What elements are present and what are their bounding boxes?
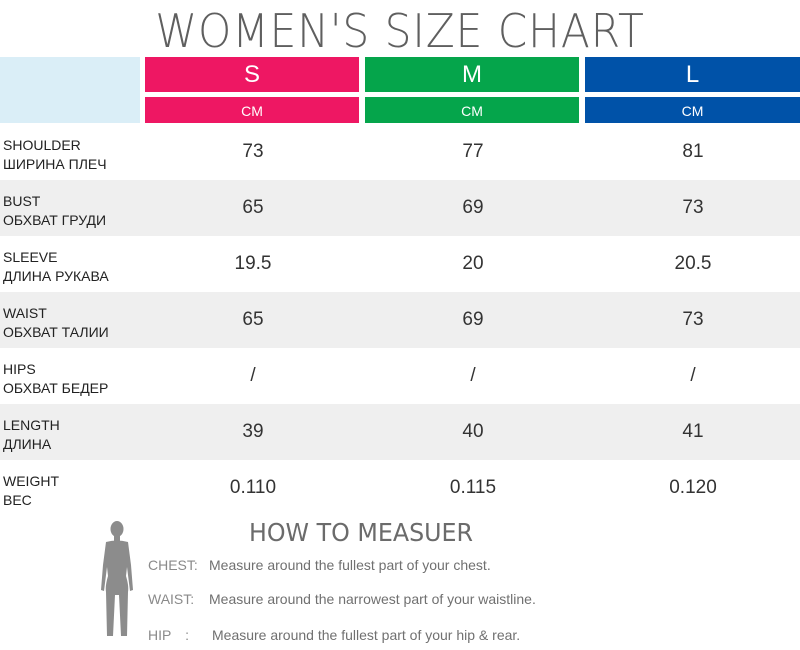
measure-description: Measure around the narrowest part of you… [209,591,536,607]
size-header-m: M [365,57,579,92]
table-cell-l: 73 [682,197,704,218]
measure-instruction-chest: CHEST: Measure around the fullest part of… [148,557,491,573]
size-label: S [243,61,260,88]
row-label-ru: ВЕС [3,492,32,508]
measure-instruction-waist: WAIST: Measure around the narrowest part … [148,591,536,607]
table-cell-l: 73 [682,309,704,330]
row-label-ru: ДЛИНА РУКАВА [3,268,109,284]
table-row: WEIGHT ВЕС 0.110 0.115 0.120 [0,460,800,516]
table-cell-s: 19.5 [234,253,272,274]
row-label-en: LENGTH [3,417,60,433]
table-cell-s: 65 [242,197,264,218]
unit-label: CM [241,103,263,119]
table-cell-s: 39 [242,421,264,442]
unit-header-m: CM [365,97,579,123]
measure-description: Measure around the fullest part of your … [212,627,521,643]
row-label-en: BUST [3,193,41,209]
row-label: HIPS ОБХВАТ БЕДЕР [3,360,108,398]
row-label-ru: ОБХВАТ ГРУДИ [3,212,107,228]
measure-key: HIP : [148,627,189,643]
unit-label: CM [461,103,483,119]
row-label-en: SLEEVE [3,249,58,265]
row-label-en: WEIGHT [3,473,59,489]
table-cell-s: 0.110 [229,477,277,498]
row-label-en: WAIST [3,305,47,321]
measure-key: WAIST: [148,591,195,607]
table-row: LENGTH ДЛИНА 39 40 41 [0,404,800,460]
row-label: BUST ОБХВАТ ГРУДИ [3,192,106,230]
table-cell-l: / [690,365,696,386]
how-to-measure-title: HOW TO MEASUER [249,518,474,547]
row-label-ru: ОБХВАТ ТАЛИИ [3,324,109,340]
table-row: BUST ОБХВАТ ГРУДИ 65 69 73 [0,180,800,236]
chart-title: WOMEN'S SIZE CHART [155,4,645,58]
size-label: L [685,61,700,88]
row-label: WEIGHT ВЕС [3,472,59,510]
row-label-en: SHOULDER [3,137,81,153]
size-label: M [462,61,482,88]
table-cell-s: 73 [242,141,264,162]
table-cell-l: 0.120 [669,477,717,498]
row-label-ru: ШИРИНА ПЛЕЧ [3,156,107,172]
table-cell-l: 20.5 [674,253,712,274]
unit-header-s: CM [145,97,359,123]
table-cell-l: 41 [682,421,704,442]
table-cell-s: 65 [242,309,264,330]
table-row: SLEEVE ДЛИНА РУКАВА 19.5 20 20.5 [0,236,800,292]
row-label: LENGTH ДЛИНА [3,416,60,454]
row-label-en: HIPS [3,361,36,377]
table-cell-l: 81 [682,141,704,162]
female-body-silhouette-icon [96,520,138,638]
unit-label: CM [681,103,704,119]
unit-header-l: CM [585,97,800,123]
table-row: WAIST ОБХВАТ ТАЛИИ 65 69 73 [0,292,800,348]
row-label-ru: ОБХВАТ БЕДЕР [3,380,109,396]
row-label: WAIST ОБХВАТ ТАЛИИ [3,304,109,342]
measure-key: CHEST: [148,557,198,573]
size-header-s: S [145,57,359,92]
table-cell-s: / [250,365,256,386]
measure-instruction-hip: HIP : Measure around the fullest part of … [148,625,520,645]
table-row: SHOULDER ШИРИНА ПЛЕЧ 73 77 81 [0,124,800,180]
table-cell-m: 0.115 [449,477,497,498]
table-cell-m: 40 [462,421,484,442]
size-header-l: L [585,57,800,92]
table-cell-m: 77 [462,141,484,162]
table-row: HIPS ОБХВАТ БЕДЕР / / / [0,348,800,404]
table-cell-m: 69 [462,197,484,218]
row-label: SLEEVE ДЛИНА РУКАВА [3,248,109,286]
header-corner-cell [0,57,140,123]
row-label: SHOULDER ШИРИНА ПЛЕЧ [3,136,107,174]
measure-description: Measure around the fullest part of your … [209,557,491,573]
table-cell-m: / [470,365,476,386]
table-cell-m: 69 [462,309,484,330]
table-cell-m: 20 [462,253,484,274]
row-label-ru: ДЛИНА [3,436,52,452]
